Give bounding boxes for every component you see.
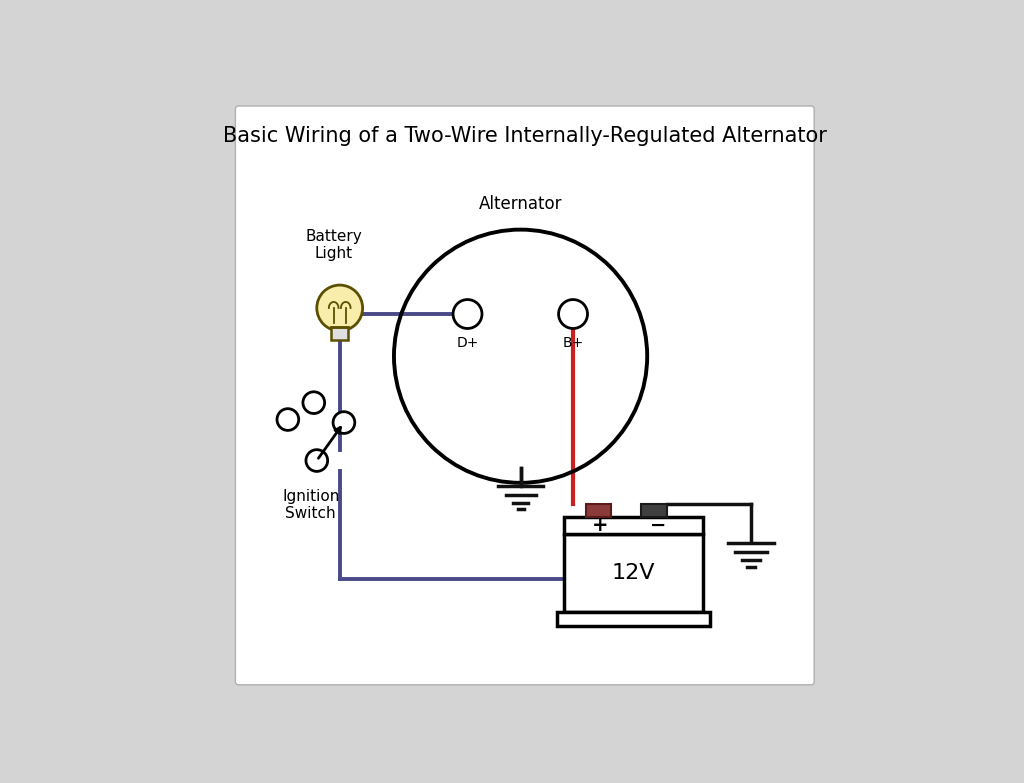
Text: +: + (592, 516, 608, 535)
FancyBboxPatch shape (564, 534, 702, 612)
Text: Alternator: Alternator (479, 195, 562, 213)
Circle shape (333, 412, 354, 434)
Circle shape (558, 300, 588, 329)
FancyBboxPatch shape (557, 612, 710, 626)
FancyBboxPatch shape (586, 504, 611, 518)
Text: 12V: 12V (611, 563, 655, 583)
Circle shape (306, 449, 328, 471)
Circle shape (316, 285, 362, 331)
Text: Basic Wiring of a Two-Wire Internally-Regulated Alternator: Basic Wiring of a Two-Wire Internally-Re… (223, 126, 826, 146)
Circle shape (303, 392, 325, 413)
Text: D+: D+ (457, 336, 478, 350)
Text: B+: B+ (562, 336, 584, 350)
Circle shape (453, 300, 482, 329)
FancyBboxPatch shape (564, 518, 702, 534)
Circle shape (278, 409, 299, 431)
FancyBboxPatch shape (332, 327, 348, 340)
Text: Ignition
Switch: Ignition Switch (282, 489, 339, 521)
FancyBboxPatch shape (236, 106, 814, 685)
FancyBboxPatch shape (641, 504, 667, 518)
Text: −: − (650, 516, 667, 535)
Text: Battery
Light: Battery Light (305, 229, 362, 261)
